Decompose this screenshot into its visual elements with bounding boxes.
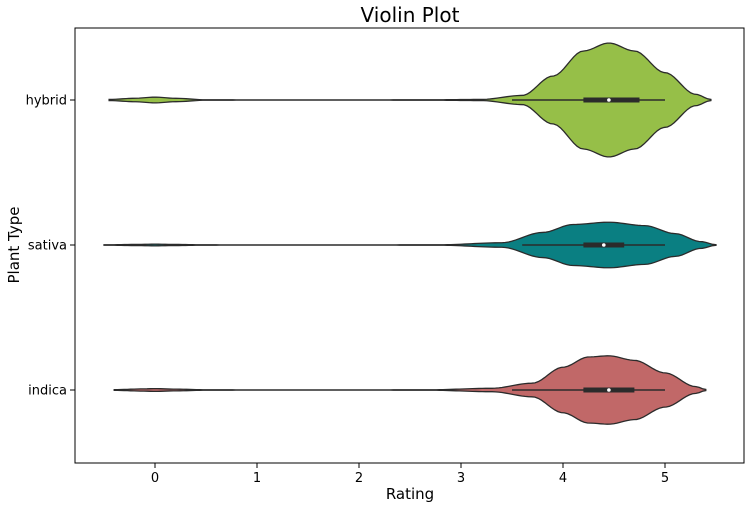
x-tick-label-0: 0: [151, 471, 159, 486]
y-tick-label-indica: indica: [28, 384, 67, 399]
x-tick-label-3: 3: [457, 471, 465, 486]
y-tick-label-hybrid: hybrid: [26, 94, 67, 109]
x-tick-label-1: 1: [253, 471, 261, 486]
x-tick-label-4: 4: [559, 471, 567, 486]
plot-frame: [74, 27, 745, 464]
median-dot-hybrid: [607, 98, 611, 102]
median-dot-indica: [607, 388, 611, 392]
chart-title: Violin Plot: [361, 3, 460, 27]
violin-sativa: [103, 221, 717, 269]
median-dot-sativa: [602, 243, 606, 247]
y-axis-label: Plant Type: [5, 206, 23, 283]
violin-indica: [113, 355, 707, 425]
x-tick-label-2: 2: [355, 471, 363, 486]
violins-layer: [103, 42, 717, 425]
x-tick-label-5: 5: [661, 471, 669, 486]
y-tick-label-sativa: sativa: [28, 239, 67, 254]
iqr-box-hybrid: [583, 97, 640, 103]
x-axis-label: Rating: [386, 485, 434, 503]
violin-hybrid: [108, 42, 712, 158]
ticks-layer: hybrid sativa indica 0 1 2 3 4 5: [26, 94, 670, 487]
